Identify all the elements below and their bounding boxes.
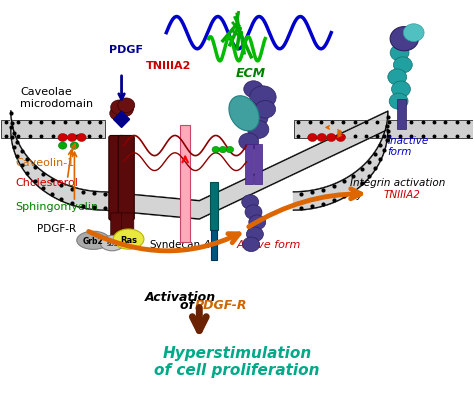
Bar — [293, 121, 473, 139]
FancyBboxPatch shape — [109, 136, 125, 221]
Circle shape — [246, 228, 264, 242]
Circle shape — [219, 147, 227, 153]
Circle shape — [390, 46, 409, 62]
Circle shape — [234, 99, 259, 121]
Text: Cholesterol: Cholesterol — [16, 177, 78, 188]
Text: Syndecan-4: Syndecan-4 — [150, 240, 211, 250]
FancyBboxPatch shape — [111, 213, 123, 244]
Circle shape — [118, 99, 135, 113]
Circle shape — [308, 134, 317, 142]
Bar — [245, 144, 253, 184]
Bar — [397, 100, 406, 130]
Circle shape — [243, 81, 264, 99]
Circle shape — [403, 25, 424, 43]
Text: Activation: Activation — [145, 290, 216, 303]
FancyBboxPatch shape — [121, 213, 134, 244]
Circle shape — [239, 134, 258, 151]
Text: of: of — [181, 298, 199, 311]
Circle shape — [390, 28, 419, 52]
Circle shape — [111, 101, 128, 115]
Text: PDGF-R: PDGF-R — [195, 298, 247, 311]
Circle shape — [242, 195, 259, 210]
Ellipse shape — [100, 236, 124, 251]
Circle shape — [336, 134, 346, 142]
Circle shape — [317, 134, 327, 142]
Bar — [1, 121, 105, 139]
Text: Caveolin-1: Caveolin-1 — [16, 157, 75, 167]
Circle shape — [249, 215, 266, 230]
Circle shape — [393, 58, 412, 74]
Circle shape — [212, 147, 219, 153]
Ellipse shape — [229, 96, 259, 132]
Text: Active form: Active form — [237, 240, 301, 250]
Ellipse shape — [113, 230, 144, 249]
Circle shape — [70, 143, 79, 150]
Circle shape — [392, 82, 410, 98]
Circle shape — [389, 94, 408, 110]
Circle shape — [388, 70, 407, 86]
Bar — [210, 182, 218, 231]
Text: Sphingomyelin: Sphingomyelin — [16, 202, 99, 211]
Circle shape — [327, 134, 336, 142]
Text: Hyperstimulation
of cell proliferation: Hyperstimulation of cell proliferation — [154, 345, 320, 377]
FancyBboxPatch shape — [118, 136, 134, 221]
Bar — [255, 144, 262, 184]
Circle shape — [245, 205, 262, 220]
Circle shape — [252, 88, 274, 108]
Text: ECM: ECM — [236, 67, 266, 80]
Text: PDGF-R: PDGF-R — [36, 224, 76, 234]
Text: sos: sos — [106, 241, 118, 247]
Bar — [211, 231, 217, 261]
Text: Inactive
form: Inactive form — [388, 135, 429, 157]
Text: TNIIIA2: TNIIIA2 — [146, 61, 191, 71]
Text: Grb2: Grb2 — [83, 236, 104, 245]
Circle shape — [245, 109, 267, 128]
Circle shape — [67, 134, 77, 142]
Ellipse shape — [77, 232, 110, 250]
Text: PDGF: PDGF — [109, 45, 143, 55]
Circle shape — [117, 103, 133, 117]
Text: TNIIIA2: TNIIIA2 — [383, 190, 420, 199]
Circle shape — [226, 147, 234, 153]
Circle shape — [243, 237, 260, 252]
Circle shape — [77, 134, 86, 142]
Polygon shape — [114, 112, 129, 128]
Text: Caveolae
microdomain: Caveolae microdomain — [20, 87, 93, 109]
Circle shape — [110, 107, 127, 121]
Bar — [180, 126, 190, 243]
Circle shape — [246, 120, 270, 140]
Circle shape — [58, 143, 67, 150]
Text: Integrin activation
by: Integrin activation by — [350, 178, 446, 199]
Text: Ras: Ras — [120, 235, 137, 244]
Polygon shape — [11, 112, 388, 220]
Circle shape — [253, 99, 278, 121]
Circle shape — [58, 134, 67, 142]
